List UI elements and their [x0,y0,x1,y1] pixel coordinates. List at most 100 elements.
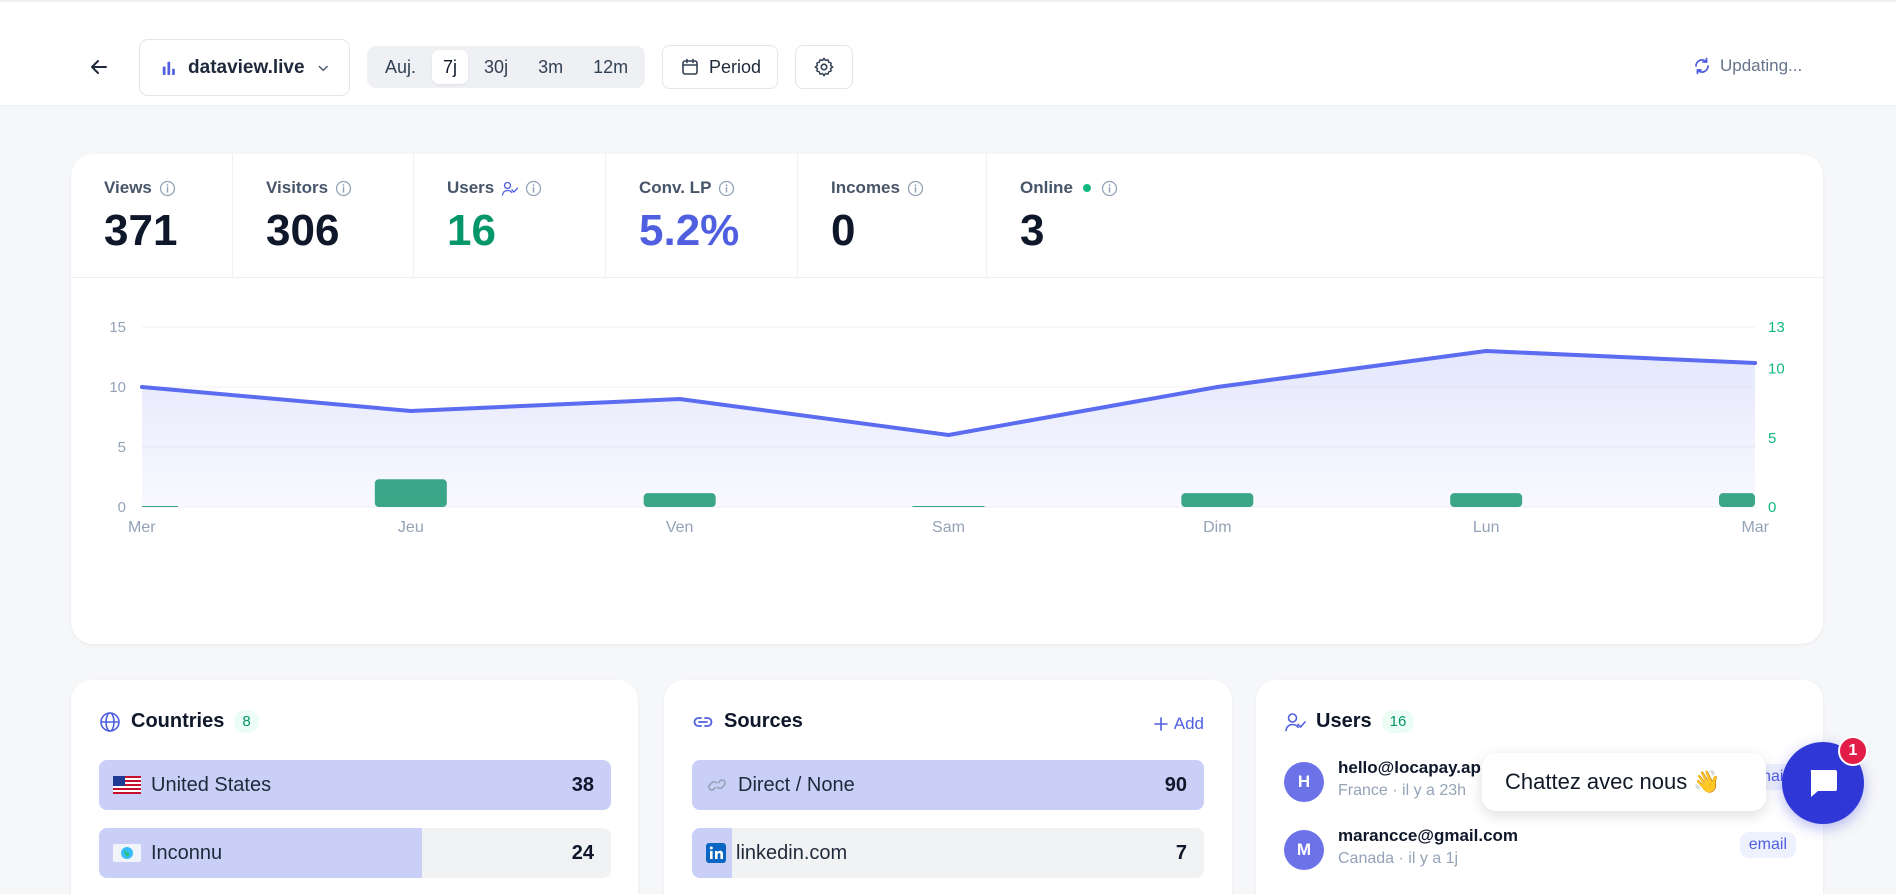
users-title: Users [1316,710,1372,732]
y-tick-left: 5 [118,439,126,456]
stat-visitors-label: Visitors [266,178,352,198]
countries-title: Countries [131,710,225,732]
update-status: Updating... [1693,56,1802,76]
avatar: H [1284,762,1324,802]
stats-row: Views 371 Visitors 306 Users 16 Conv. LP… [71,154,1823,278]
stat-incomes[interactable]: Incomes 0 [798,154,987,278]
source-name: linkedin.com [736,841,848,864]
countries-count-badge: 8 [234,710,259,733]
period-label: Period [709,56,762,77]
country-row-united-states[interactable]: United States 38 [99,760,611,810]
x-tick-label: Dim [1203,519,1231,536]
info-icon[interactable] [159,180,176,197]
sources-header: Sources [692,710,803,733]
linkedin-icon [706,843,726,863]
y-tick-left: 15 [109,319,126,336]
plus-icon [1153,717,1168,731]
countries-header: Countries 8 [99,710,259,733]
stat-users-value: 16 [447,206,496,255]
stat-online-value: 3 [1020,206,1045,255]
views-area [142,351,1755,507]
stat-views-value: 371 [104,206,178,255]
range-12-months[interactable]: 12m [593,56,629,77]
stat-incomes-label: Incomes [831,178,924,198]
top-bar: dataview.live Auj. 7j 30j 3m 12m Period … [0,0,1896,106]
chevron-down-icon [318,65,328,71]
source-count: 7 [1175,841,1187,864]
stat-conversion-text: Conv. LP [639,178,712,197]
traffic-chart: 0 5 10 15 0 5 10 13 Mer Jeu Ven Sam Dim Lun Mar [71,279,1823,644]
user-source-tag: email [1739,832,1796,858]
link-icon [693,716,713,727]
stat-incomes-text: Incomes [831,178,900,197]
sources-title: Sources [724,710,803,732]
point-sam[interactable] [946,433,951,437]
stat-views-text: Views [104,178,152,197]
site-name: dataview.live [188,56,305,78]
chat-icon [1810,770,1837,797]
stat-conversion[interactable]: Conv. LP 5.2% [606,154,798,278]
link-icon [708,779,726,791]
sources-card: Sources Add Direct / None 90 linkedin.co… [664,680,1232,894]
info-icon[interactable] [718,180,735,197]
traffic-chart-svg: 0 5 10 15 0 5 10 13 Mer Jeu Ven Sam Dim Lun Mar [109,319,1785,536]
stat-online[interactable]: Online 3 [987,154,1187,278]
date-range-tabs: Auj. 7j 30j 3m 12m [367,46,645,88]
stat-incomes-value: 0 [831,206,856,255]
range-30-days[interactable]: 30j [484,56,509,77]
country-bar-fill [99,760,611,810]
back-button[interactable] [84,52,114,82]
point-mar[interactable] [1753,361,1757,365]
settings-button[interactable] [795,45,853,89]
source-row-linkedin[interactable]: linkedin.com 7 [692,828,1204,878]
x-tick-label: Jeu [398,519,424,536]
source-row-direct[interactable]: Direct / None 90 [692,760,1204,810]
countries-card: Countries 8 United States 38 Inconnu 24 [71,680,638,894]
info-icon[interactable] [335,180,352,197]
y-tick-right: 0 [1768,499,1776,516]
range-today[interactable]: Auj. [385,56,417,77]
stat-views-label: Views [104,178,176,198]
y-tick-right: 5 [1768,430,1776,447]
y-tick-left: 10 [109,379,126,396]
info-icon[interactable] [907,180,924,197]
stat-users[interactable]: Users 16 [414,154,606,278]
point-lun[interactable] [1484,349,1489,353]
online-dot-icon [1082,184,1091,192]
point-jeu[interactable] [408,409,413,413]
site-selector[interactable]: dataview.live [139,39,350,96]
period-button[interactable]: Period [662,45,778,89]
user-meta: Canada · il y a 1j [1338,850,1459,867]
country-name: Inconnu [151,841,223,864]
point-dim[interactable] [1215,385,1220,389]
refresh-icon [1695,57,1709,75]
info-icon[interactable] [1101,180,1118,197]
point-ven[interactable] [677,397,682,401]
add-source-button[interactable]: Add [1153,714,1204,734]
x-tick-label: Lun [1473,519,1500,536]
add-source-label: Add [1173,714,1204,733]
user-row[interactable]: M marancce@gmail.com Canada · il y a 1j … [1284,822,1796,878]
avatar: M [1284,830,1324,870]
range-7-days[interactable]: 7j [432,50,469,84]
point-mer[interactable] [140,385,144,389]
calendar-icon [682,58,698,75]
country-count: 24 [571,841,594,864]
range-3-months[interactable]: 3m [538,56,564,77]
source-row-label: linkedin.com [706,828,847,878]
chat-greeting-bubble[interactable]: Chattez avec nous 👋 [1482,753,1766,811]
stat-online-label: Online [1020,178,1118,198]
country-row-unknown[interactable]: Inconnu 24 [99,828,611,878]
info-icon[interactable] [525,180,542,197]
user-check-icon [502,181,519,196]
us-flag-icon [113,776,141,794]
y-tick-right: 10 [1768,361,1785,378]
country-row-label: Inconnu [113,828,222,878]
globe-flag-icon [113,844,141,862]
user-check-icon [1285,712,1306,731]
users-header: Users 16 [1284,710,1415,733]
stat-visitors[interactable]: Visitors 306 [233,154,414,278]
overview-card: Views 371 Visitors 306 Users 16 Conv. LP… [71,154,1823,644]
globe-icon [100,711,120,732]
stat-views[interactable]: Views 371 [71,154,233,278]
